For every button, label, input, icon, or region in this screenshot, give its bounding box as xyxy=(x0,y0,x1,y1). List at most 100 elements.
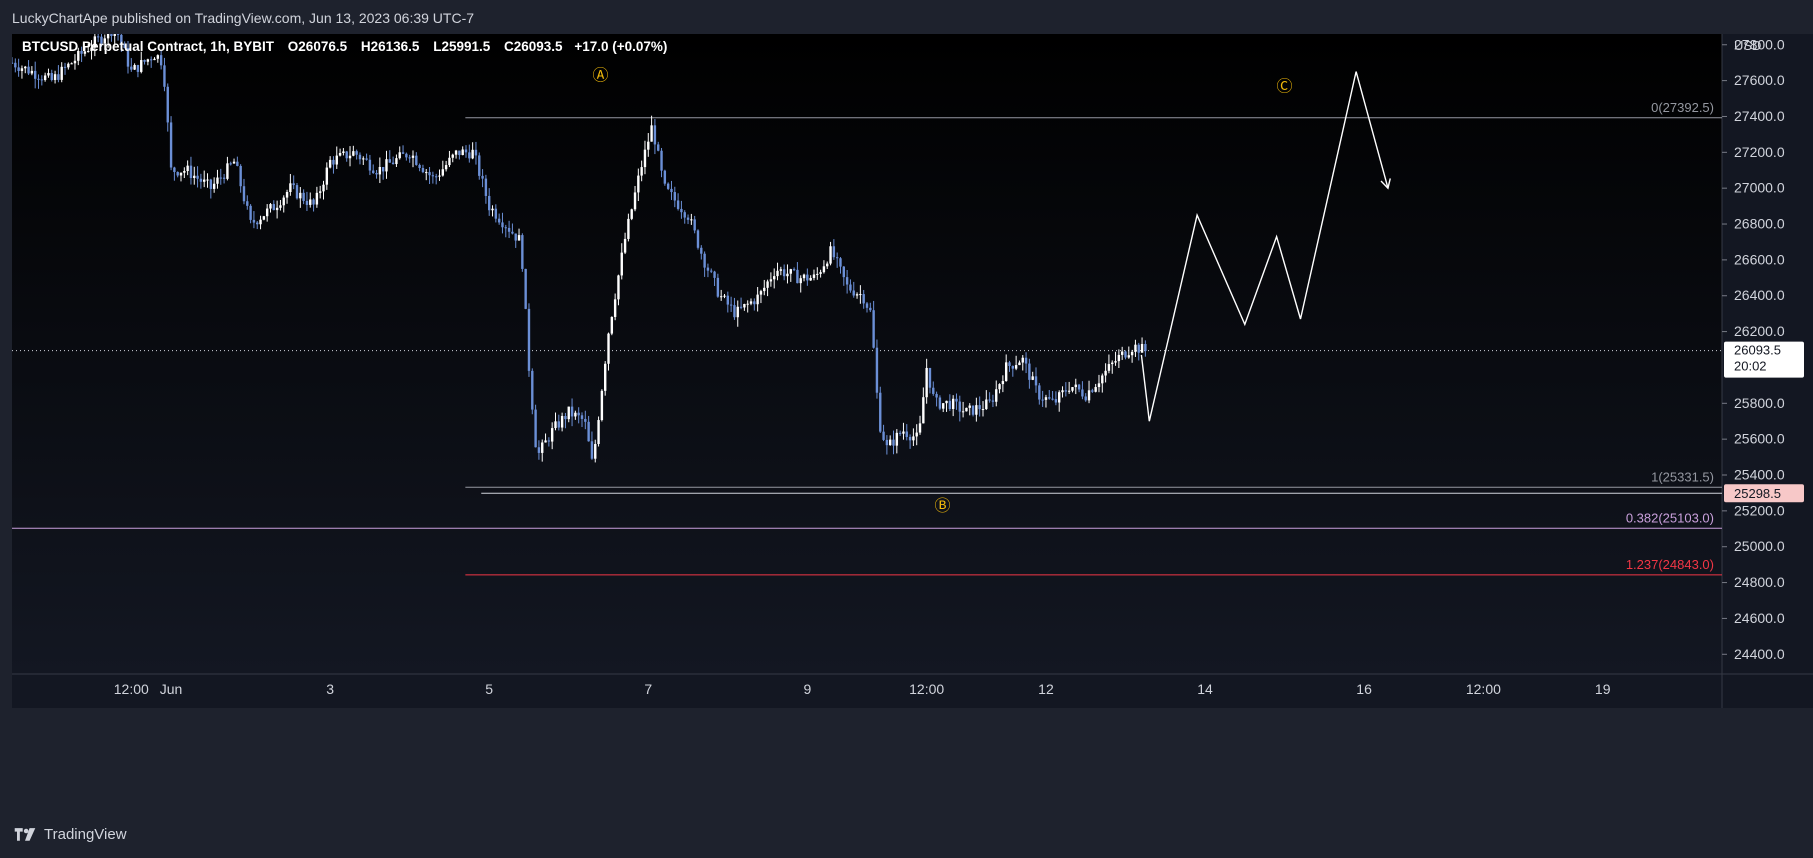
candle-body xyxy=(352,151,355,156)
candle-body xyxy=(534,409,537,448)
price-axis[interactable]: 24400.0 24600.0 24800.0 25000.0 25200.0 25400… xyxy=(1722,36,1785,662)
candle-body xyxy=(537,447,541,453)
candle-body xyxy=(80,50,83,54)
candle-body xyxy=(451,154,454,158)
candle-body xyxy=(1067,390,1071,392)
candle-body xyxy=(322,184,325,192)
candle-body xyxy=(232,161,236,164)
candle-body xyxy=(895,432,899,446)
candle-body xyxy=(1041,399,1044,401)
candle-body xyxy=(249,205,252,220)
candle-body xyxy=(839,258,842,267)
candle-body xyxy=(633,192,637,210)
candle-body xyxy=(577,412,580,416)
candle-body xyxy=(196,175,199,179)
candle-body xyxy=(716,277,720,297)
candle-body xyxy=(176,172,179,176)
candle-body xyxy=(584,418,587,422)
fib-level-label-1: 1(25331.5) xyxy=(1651,469,1714,484)
candle-body xyxy=(637,175,640,193)
y-tick-label: 26200.0 xyxy=(1734,323,1785,339)
candle-body xyxy=(796,269,799,284)
candle-body xyxy=(113,34,116,37)
candle-body xyxy=(272,204,276,211)
candle-body xyxy=(968,405,971,408)
x-tick-label: 14 xyxy=(1197,681,1213,697)
candle-body xyxy=(995,389,998,402)
candle-body xyxy=(120,34,123,45)
candle-body xyxy=(922,397,925,424)
last-price-badge: 26093.5 20:02 xyxy=(1724,341,1804,378)
candle-body xyxy=(342,151,345,153)
candle-body xyxy=(975,405,978,415)
candle-body xyxy=(14,62,17,68)
branding[interactable]: TradingView xyxy=(12,826,127,843)
x-tick-label: 12:00 xyxy=(909,681,944,697)
candle-body xyxy=(736,306,739,318)
candle-body xyxy=(265,208,269,217)
candle-body xyxy=(425,172,428,174)
x-tick-label: 3 xyxy=(326,681,334,697)
candle-body xyxy=(650,125,653,142)
candle-body xyxy=(289,183,292,193)
candle-body xyxy=(653,125,657,145)
candle-body xyxy=(309,199,312,205)
candle-body xyxy=(156,55,160,59)
candle-body xyxy=(1137,344,1140,353)
projection-path[interactable] xyxy=(1140,71,1389,422)
candle-body xyxy=(587,421,590,442)
candle-body xyxy=(1084,396,1087,401)
candle-body xyxy=(77,50,80,61)
candle-body xyxy=(1087,390,1091,401)
candle-body xyxy=(859,294,862,296)
candle-body xyxy=(826,263,829,267)
candle-body xyxy=(63,66,67,68)
candle-body xyxy=(338,152,342,156)
ohlc-high: H26136.5 xyxy=(361,39,420,54)
candle-body xyxy=(143,60,146,62)
candle-body xyxy=(958,401,961,412)
wave-label-0: Ⓐ xyxy=(593,67,609,85)
candle-body xyxy=(1111,362,1114,365)
candle-body xyxy=(106,34,110,39)
candle-body xyxy=(186,165,189,172)
y-tick-label: 25600.0 xyxy=(1734,431,1785,447)
candle-body xyxy=(766,281,769,288)
candle-body xyxy=(1094,387,1097,392)
time-axis[interactable]: 12:00 Jun 3 5 7 9 12:00 12 14 16 12:00 19 xyxy=(114,681,1611,697)
candle-body xyxy=(193,175,196,178)
candle-body xyxy=(83,51,87,54)
candle-body xyxy=(610,316,614,334)
candle-body xyxy=(564,416,567,420)
candle-body xyxy=(372,170,375,173)
candle-body xyxy=(816,273,819,275)
candle-body xyxy=(888,439,892,446)
candle-body xyxy=(580,415,584,419)
candle-body xyxy=(458,150,461,156)
candle-body xyxy=(978,405,981,410)
price-chart[interactable]: 0(27392.5) 1(25331.5) 0.382(25103.0) 1.237(… xyxy=(12,34,1813,814)
candle-body xyxy=(444,165,448,170)
candle-body xyxy=(166,86,169,123)
x-tick-label: 12:00 xyxy=(1466,681,1501,697)
candle-body xyxy=(862,294,865,304)
x-tick-label: 7 xyxy=(644,681,652,697)
last-price-label: 26093.5 xyxy=(1734,343,1781,358)
candle-body xyxy=(719,296,723,298)
candle-body xyxy=(494,208,498,219)
candle-body xyxy=(1117,354,1121,362)
candle-body xyxy=(375,172,378,175)
candle-body xyxy=(710,270,713,272)
candle-body xyxy=(617,275,620,300)
candle-body xyxy=(474,149,478,156)
candle-body xyxy=(1024,357,1028,364)
candle-body xyxy=(282,197,285,206)
candle-body xyxy=(100,36,103,44)
candle-body xyxy=(464,149,468,153)
candle-body xyxy=(1097,383,1101,388)
bar-countdown-label: 20:02 xyxy=(1734,359,1767,374)
candle-body xyxy=(882,431,885,440)
candle-body xyxy=(173,167,176,173)
candle-body xyxy=(819,272,822,274)
candle-body xyxy=(912,436,915,441)
